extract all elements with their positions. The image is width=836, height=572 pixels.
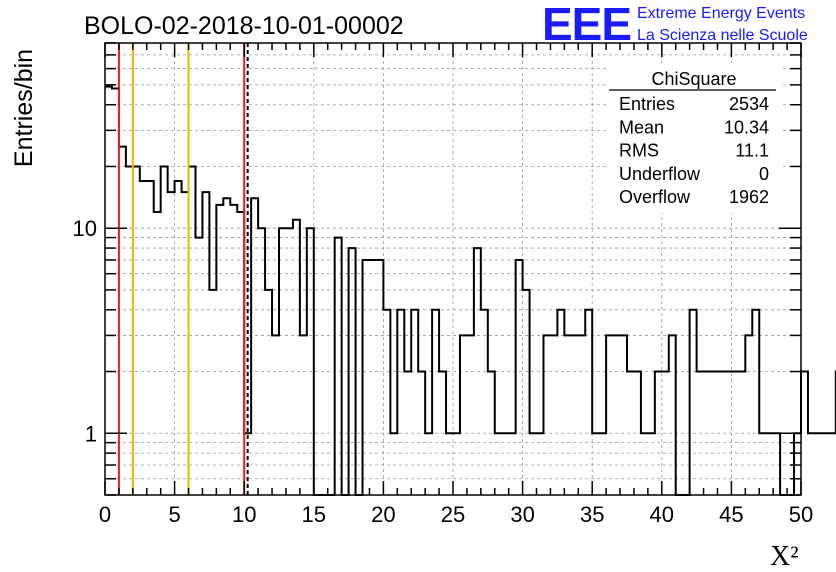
x-axis-label: X² [770, 541, 799, 572]
stats-box-title: ChiSquare [651, 69, 736, 89]
histogram-bin [272, 335, 279, 495]
histogram-bin [189, 166, 196, 495]
histogram-bin [209, 290, 216, 495]
x-tick-label: 0 [99, 502, 111, 527]
histogram-bin [397, 310, 404, 495]
x-tick-label: 10 [232, 502, 256, 527]
x-tick-label: 35 [580, 502, 604, 527]
histogram-bin [571, 335, 578, 495]
logo-line-2: La Scienza nelle Scuole [637, 27, 808, 44]
stats-box-rows: Entries 2534 Mean 10.34 RMS 11.1 Underflow 0 Ove… [619, 94, 769, 207]
stats-row-label: Underflow [619, 164, 701, 184]
x-tick-label: 45 [719, 502, 743, 527]
stats-box-background [606, 63, 782, 213]
histogram-bin [258, 228, 265, 495]
stats-row-label: Overflow [619, 187, 691, 207]
histogram-bin [690, 310, 697, 495]
stats-row-value: 10.34 [724, 117, 769, 137]
grid-lines [105, 43, 801, 495]
histogram-bin [578, 335, 585, 495]
histogram-bin [293, 220, 300, 495]
histogram-bin [801, 372, 808, 495]
histogram-bin [606, 335, 613, 495]
histogram-bin [195, 238, 202, 495]
histogram-bin [752, 310, 759, 495]
histogram-bin [335, 238, 342, 495]
stats-row-label: Mean [619, 117, 664, 137]
stats-row-value: 2534 [729, 94, 769, 114]
chart-title: BOLO-02-2018-10-01-00002 [84, 12, 404, 40]
histogram-bin [523, 290, 530, 495]
stats-row-label: Entries [619, 94, 675, 114]
histogram-bin [745, 335, 752, 495]
histogram-bin [251, 198, 258, 495]
y-tick-label: 10 [73, 216, 97, 241]
x-tick-label: 25 [441, 502, 465, 527]
histogram-bin [822, 433, 829, 495]
histogram-bin [237, 212, 244, 495]
histogram-bin [369, 260, 376, 495]
stats-row-value: 1962 [729, 187, 769, 207]
logo-line-1: Extreme Energy Events [637, 5, 805, 22]
logo-mark: EEE [542, 0, 631, 50]
stats-row-value: 0 [759, 164, 769, 184]
y-tick-label: 1 [85, 421, 97, 446]
reference-lines [117, 43, 249, 495]
histogram-bin [126, 166, 133, 495]
histogram-bin [363, 260, 370, 495]
histogram-bin [481, 310, 488, 495]
histogram-bin [669, 335, 676, 495]
histogram-bin [286, 228, 293, 495]
histogram-bin [383, 310, 390, 495]
axes: 0 5 10 15 20 25 30 35 40 45 50 1 10 [73, 42, 813, 527]
histogram-bin [432, 310, 439, 495]
x-tick-label: 40 [650, 502, 674, 527]
histogram-bin [557, 310, 564, 495]
histogram-bin [585, 310, 592, 495]
histogram-bin [620, 335, 627, 495]
histogram-bin [460, 335, 467, 495]
histogram-bin [550, 335, 557, 495]
histogram-bin [154, 212, 161, 495]
histogram-bin [411, 310, 418, 495]
histogram-bin [376, 260, 383, 495]
histogram-bin [808, 433, 815, 495]
stats-box: ChiSquare Entries 2534 Mean 10.34 RMS 11.1 Und… [606, 63, 782, 213]
x-tick-label: 20 [371, 502, 395, 527]
logo: EEE Extreme Energy Events La Scienza nel… [542, 0, 808, 50]
histogram-bin [467, 335, 474, 495]
histogram-bin [543, 335, 550, 495]
histogram-bin [564, 335, 571, 495]
histogram-bin [829, 433, 836, 495]
histogram-bin [516, 260, 523, 495]
histogram-bin [133, 166, 140, 495]
histogram-bin [613, 335, 620, 495]
histogram-bin [815, 433, 822, 495]
x-tick-label: 15 [302, 502, 326, 527]
histogram-bin [279, 228, 286, 495]
stats-row-value: 11.1 [735, 141, 769, 161]
stats-row-label: RMS [619, 141, 659, 161]
x-tick-label: 50 [789, 502, 813, 527]
histogram-bin [112, 88, 119, 495]
histogram-bin [265, 290, 272, 495]
histogram-bin [223, 198, 230, 495]
histogram-bin [307, 228, 314, 495]
y-axis-label: Entries/bin [10, 49, 38, 167]
histogram-bin [161, 166, 168, 495]
histogram-bin [300, 335, 307, 495]
x-tick-label: 5 [168, 502, 180, 527]
x-tick-label: 30 [510, 502, 534, 527]
